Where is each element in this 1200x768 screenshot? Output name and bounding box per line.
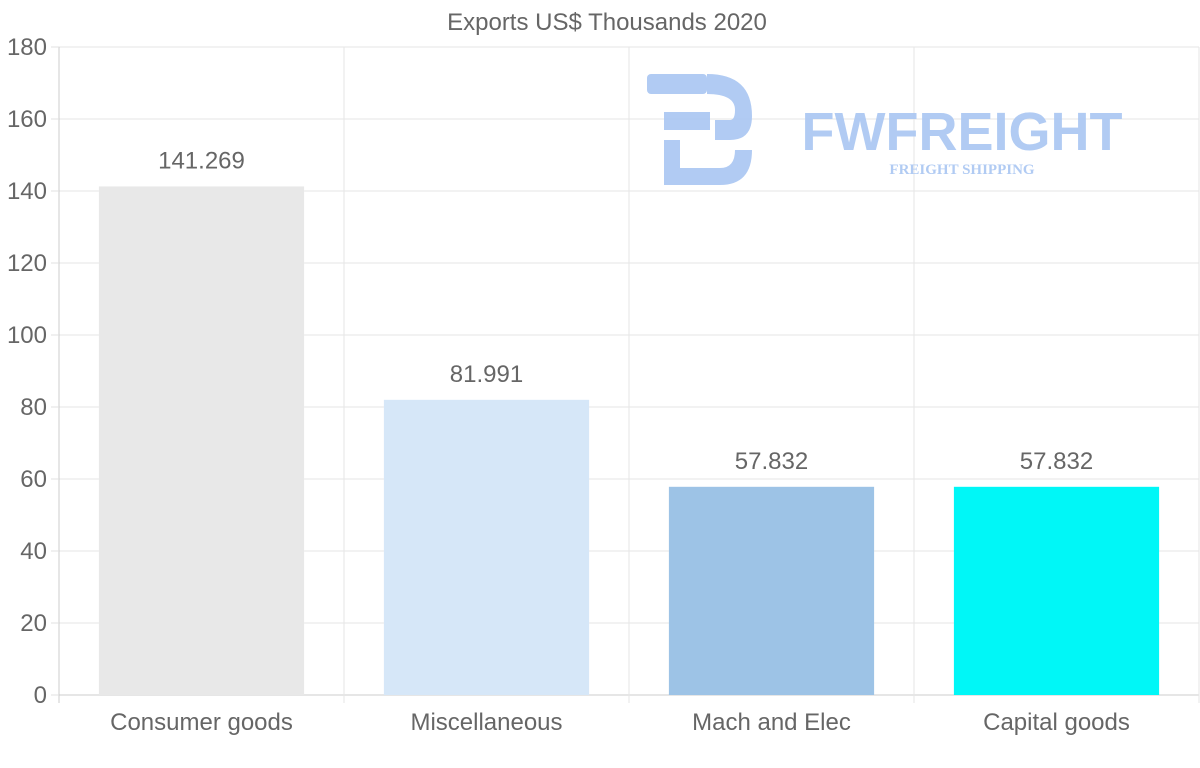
x-tick-label: Capital goods	[983, 709, 1130, 736]
y-tick-label: 120	[7, 250, 47, 277]
x-axis: Consumer goods Miscellaneous Mach and Elec…	[110, 709, 1130, 736]
watermark-tagline: FREIGHT SHIPPING	[889, 162, 1034, 178]
y-tick-label: 20	[20, 610, 47, 637]
y-tick-label: 60	[20, 466, 47, 493]
logo-mark-icon	[647, 74, 752, 185]
x-tick-label: Miscellaneous	[410, 709, 562, 736]
watermark-brand: FWFREIGHT	[802, 102, 1123, 162]
y-tick-label: 100	[7, 322, 47, 349]
y-axis: 0 20 40 60 80 100 120 140 160 180	[7, 34, 59, 709]
x-tick-label: Consumer goods	[110, 709, 293, 736]
y-tick-label: 180	[7, 34, 47, 61]
bar	[953, 486, 1160, 695]
y-tick-label: 160	[7, 106, 47, 133]
chart-title: Exports US$ Thousands 2020	[447, 9, 767, 36]
bar	[98, 186, 305, 696]
bars	[98, 186, 1160, 696]
data-label: 81.991	[450, 361, 523, 388]
y-tick-label: 40	[20, 538, 47, 565]
watermark-logo: FWFREIGHT FREIGHT SHIPPING	[647, 74, 1122, 185]
y-tick-label: 140	[7, 178, 47, 205]
bar	[383, 399, 590, 695]
x-tick-label: Mach and Elec	[692, 709, 851, 736]
data-label: 57.832	[1020, 448, 1093, 475]
data-label: 141.269	[158, 147, 245, 174]
data-label: 57.832	[735, 448, 808, 475]
bar	[668, 486, 875, 695]
y-tick-label: 80	[20, 394, 47, 421]
y-tick-label: 0	[34, 682, 47, 709]
data-labels: 141.269 81.991 57.832 57.832	[158, 147, 1093, 474]
